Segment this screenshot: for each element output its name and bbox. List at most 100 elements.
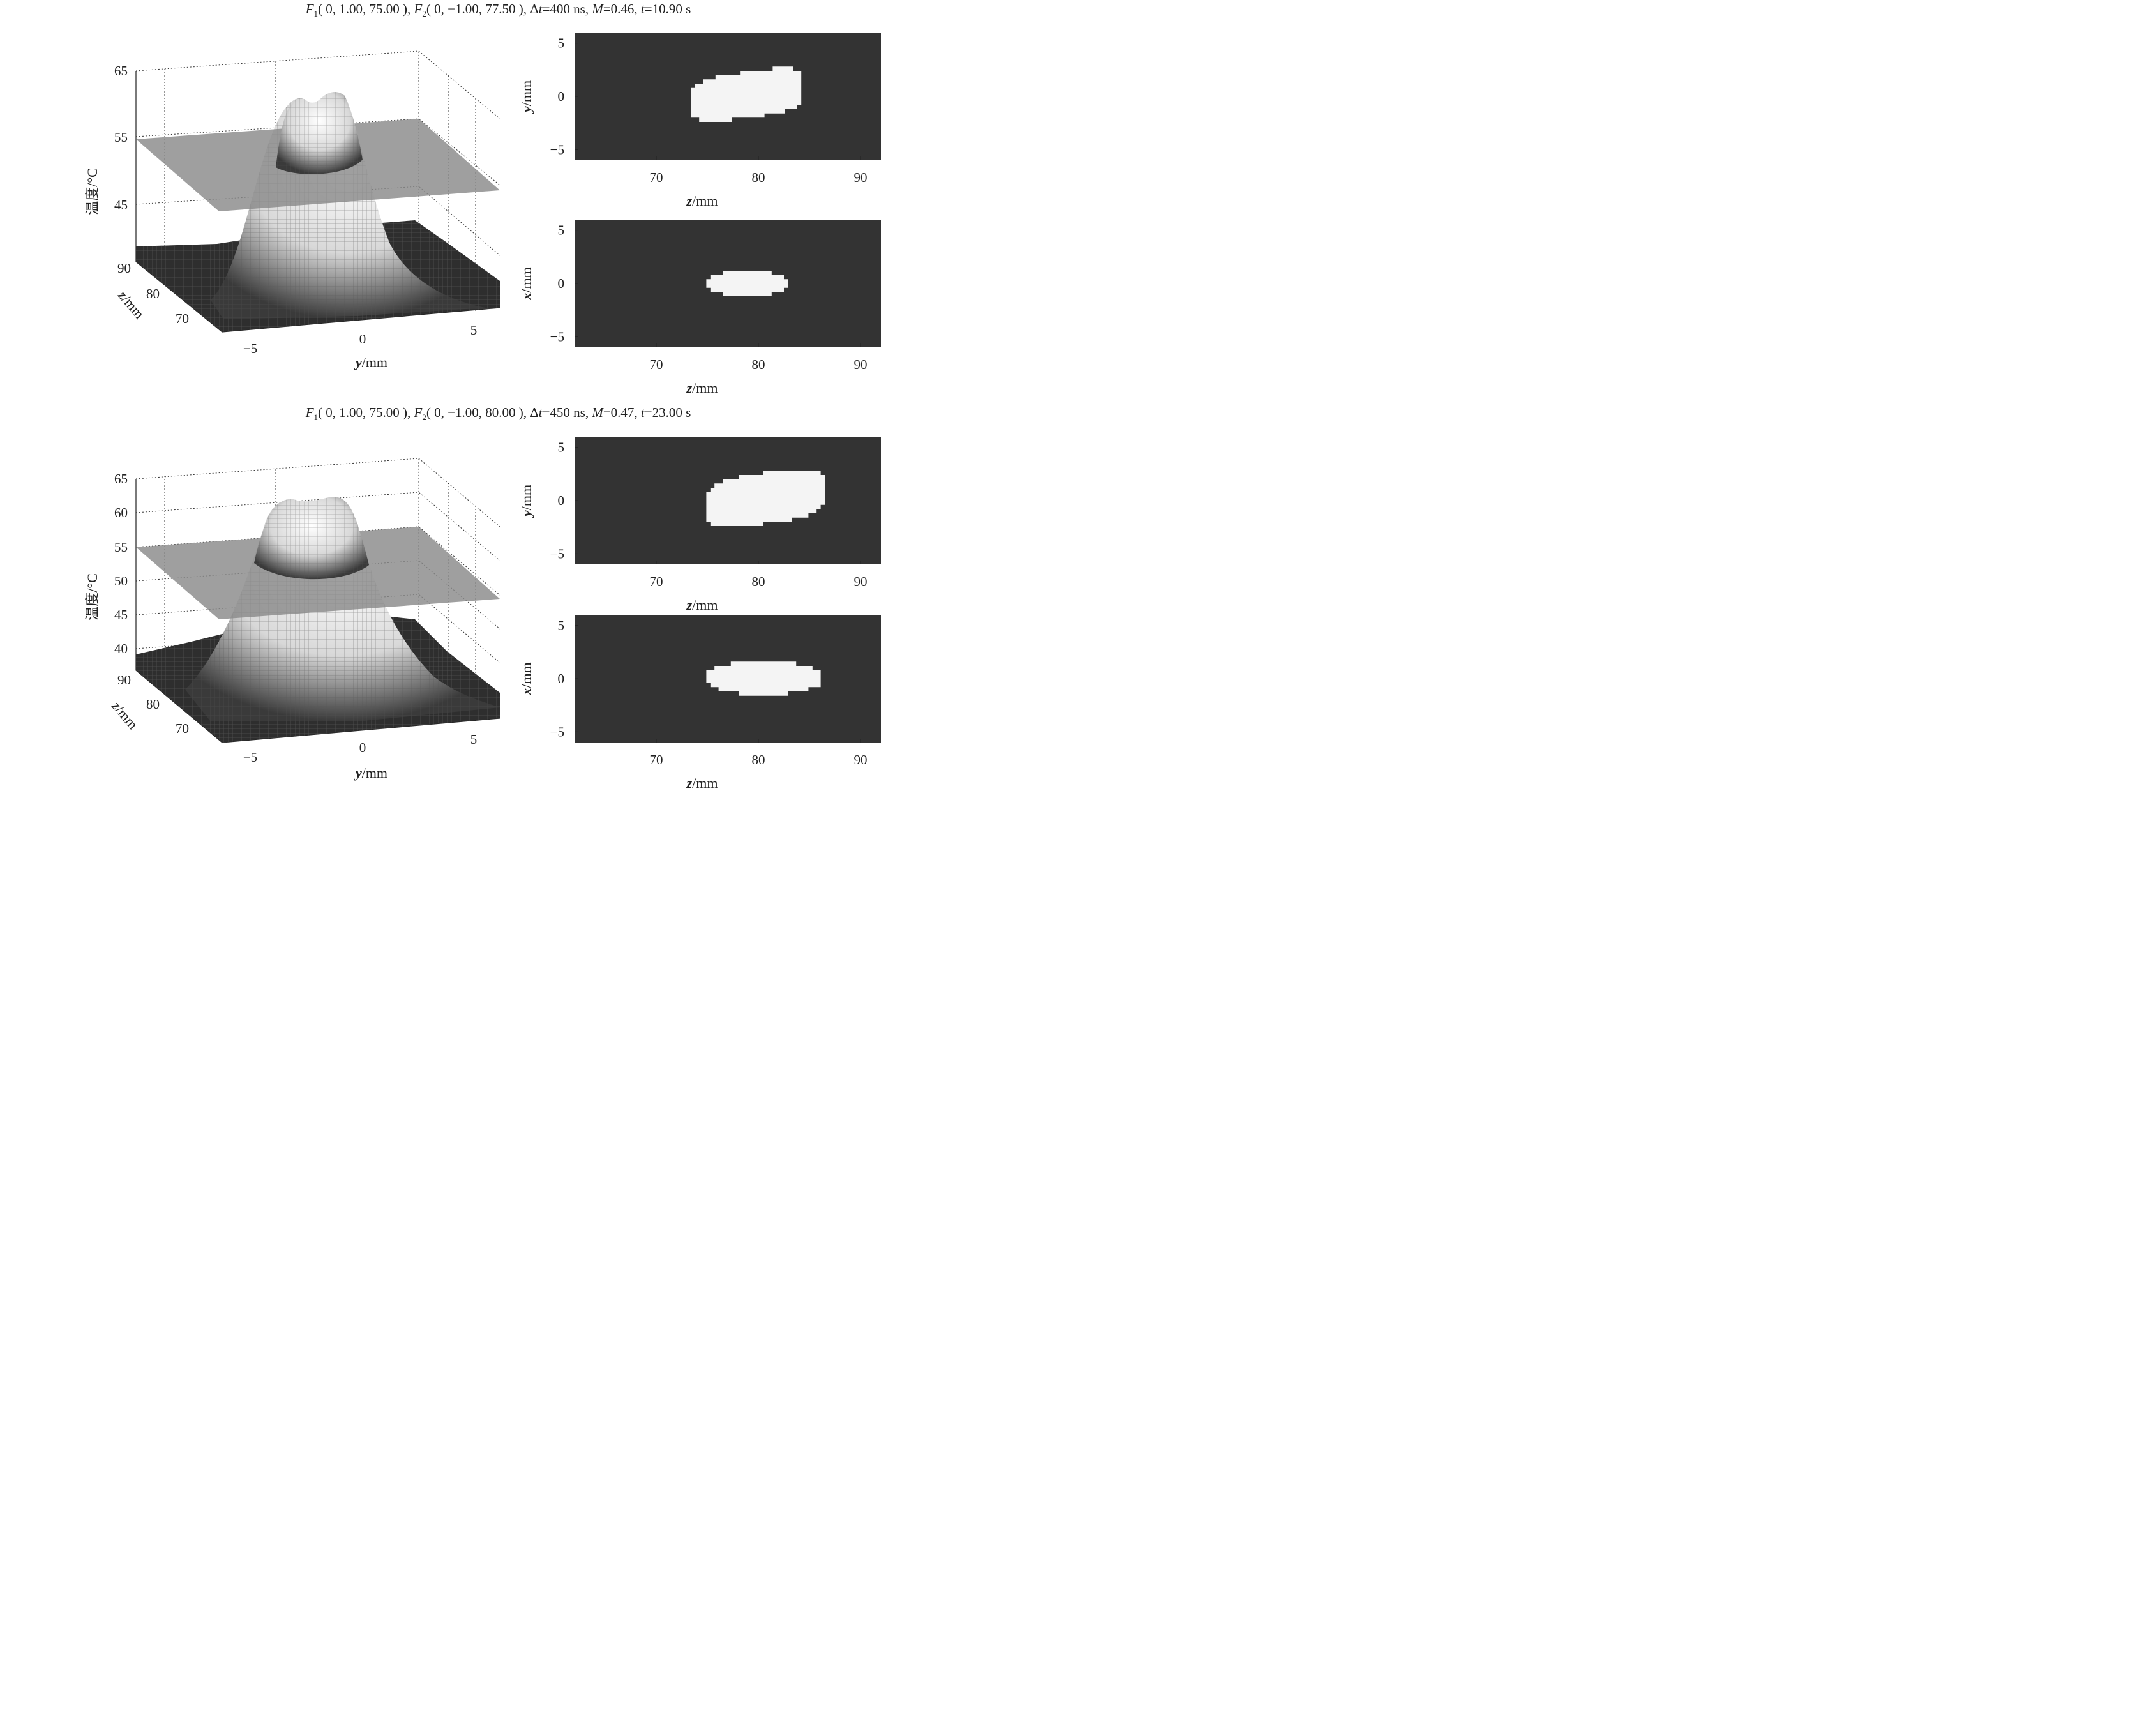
- y-axis-label: y/mm: [354, 354, 387, 370]
- map-panel-2-xz: 70 80 90 5 0 −5 z/mm x/mm: [518, 615, 881, 791]
- z-tick-65: 65: [114, 471, 128, 487]
- title-t-value: =23.00 s: [644, 405, 691, 420]
- z-tick-65: 65: [114, 63, 128, 79]
- title-dt-var: t: [538, 1, 543, 17]
- z-tick-60: 60: [114, 505, 128, 520]
- title-f1-args: ( 0, 1.00, 75.00 ): [318, 1, 408, 17]
- y-tick-0: 0: [359, 331, 366, 347]
- depth-tick-80: 80: [146, 697, 160, 712]
- y-axis-label: x/mm: [518, 662, 534, 695]
- x-tick-label: 80: [752, 357, 765, 372]
- depth-axis-label: z/mm: [115, 287, 147, 322]
- y-tick-label: 5: [558, 36, 565, 51]
- x-axis-label: z/mm: [686, 380, 718, 396]
- depth-tick-70: 70: [176, 311, 189, 326]
- surface-peak-top-mesh: [254, 497, 369, 580]
- y-tick-label: 0: [558, 276, 565, 291]
- title-m-var: M: [592, 405, 603, 420]
- panel-1-title: F1( 0, 1.00, 75.00 ), F2( 0, −1.00, 77.5…: [305, 1, 691, 19]
- depth-tick-90: 90: [117, 672, 131, 688]
- z-tick-45: 45: [114, 197, 128, 213]
- z-tick-40: 40: [114, 641, 128, 656]
- title-dt-var: t: [538, 405, 543, 420]
- y-axis-label: y/mm: [354, 765, 387, 781]
- y-tick-label: 5: [558, 223, 565, 238]
- title-m-value: =0.47,: [603, 405, 638, 420]
- title-t-var: t: [640, 1, 645, 17]
- map-panel-1-xz: 70 80 90 5 0 −5 z/mm x/mm: [518, 220, 881, 396]
- y-tick-label: −5: [550, 329, 564, 344]
- map-panel-1-yz: 70 80 90 5 0 −5 z/mm y/mm: [518, 33, 881, 209]
- ablation-region: [687, 66, 802, 122]
- depth-tick-70: 70: [176, 721, 189, 736]
- y-tick-label: 5: [558, 618, 565, 633]
- title-f2: F: [414, 405, 423, 420]
- z-tick-55: 55: [114, 130, 128, 145]
- y-tick-label: 0: [558, 89, 565, 104]
- x-tick-label: 90: [854, 170, 868, 185]
- y-tick-label: 5: [558, 440, 565, 455]
- surface-plot-2: 65 60 55 50 45 40 温度/°C 90 80 70 z/mm −5…: [84, 458, 500, 781]
- y-tick-0: 0: [359, 740, 366, 755]
- y-axis-label: x/mm: [518, 267, 534, 300]
- title-t-var: t: [640, 405, 645, 420]
- x-tick-label: 80: [752, 752, 765, 767]
- depth-axis-label: z/mm: [109, 698, 141, 732]
- x-tick-label: 70: [650, 357, 663, 372]
- y-tick-label: −5: [550, 142, 564, 157]
- title-f1-sub: 1: [313, 412, 319, 423]
- z-tick-50: 50: [114, 573, 128, 589]
- title-f2-sub: 2: [422, 412, 426, 423]
- title-m-var: M: [592, 1, 603, 17]
- title-f2-sub: 2: [422, 9, 426, 19]
- z-axis-label: 温度/°C: [84, 573, 100, 621]
- ablation-region: [702, 471, 825, 526]
- title-f1-args: ( 0, 1.00, 75.00 ): [318, 405, 408, 420]
- figure-canvas: 65 55 45 温度/°C 90 80 70 z/mm −5 0 5 y/mm…: [84, 33, 881, 791]
- ablation-region: [702, 661, 821, 696]
- y-tick-neg5: −5: [243, 341, 257, 356]
- x-tick-label: 80: [752, 574, 765, 589]
- y-tick-neg5: −5: [243, 750, 257, 765]
- title-f2-args: ( 0, −1.00, 77.50 ): [426, 1, 523, 17]
- box-top-right-edge: [418, 458, 500, 527]
- title-t-value: =10.90 s: [644, 1, 691, 17]
- title-delta: Δ: [530, 405, 539, 420]
- z-tick-45: 45: [114, 607, 128, 623]
- depth-tick-90: 90: [117, 260, 131, 276]
- x-tick-label: 70: [650, 574, 663, 589]
- x-axis-label: z/mm: [686, 775, 718, 791]
- y-tick-label: −5: [550, 546, 564, 561]
- x-tick-label: 90: [854, 574, 868, 589]
- y-tick-label: −5: [550, 724, 564, 739]
- title-f1-sub: 1: [313, 9, 319, 19]
- y-tick-5: 5: [470, 732, 478, 747]
- y-tick-label: 0: [558, 493, 565, 508]
- z-axis-label: 温度/°C: [84, 168, 100, 215]
- z-tick-55: 55: [114, 540, 128, 555]
- title-dt-value: =450 ns,: [542, 405, 589, 420]
- y-tick-5: 5: [470, 322, 478, 338]
- x-tick-label: 90: [854, 752, 868, 767]
- depth-tick-80: 80: [146, 286, 160, 301]
- x-tick-label: 70: [650, 170, 663, 185]
- title-f2: F: [414, 1, 423, 17]
- map-panel-2-yz: 70 80 90 5 0 −5 z/mm y/mm: [518, 437, 881, 613]
- x-axis-label: z/mm: [686, 193, 718, 209]
- ablation-region: [702, 271, 788, 296]
- x-tick-label: 80: [752, 170, 765, 185]
- x-axis-label: z/mm: [686, 597, 718, 613]
- x-tick-label: 70: [650, 752, 663, 767]
- title-f2-args: ( 0, −1.00, 80.00 ): [426, 405, 523, 420]
- title-dt-value: =400 ns,: [542, 1, 589, 17]
- y-axis-label: y/mm: [518, 80, 534, 114]
- title-f1: F: [305, 405, 314, 420]
- title-f1: F: [305, 1, 314, 17]
- y-axis-label: y/mm: [518, 485, 534, 518]
- x-tick-label: 90: [854, 357, 868, 372]
- title-m-value: =0.46,: [603, 1, 638, 17]
- gridline-45: [135, 186, 500, 256]
- y-tick-label: 0: [558, 671, 565, 686]
- panel-2-title: F1( 0, 1.00, 75.00 ), F2( 0, −1.00, 80.0…: [305, 405, 691, 423]
- title-delta: Δ: [530, 1, 539, 17]
